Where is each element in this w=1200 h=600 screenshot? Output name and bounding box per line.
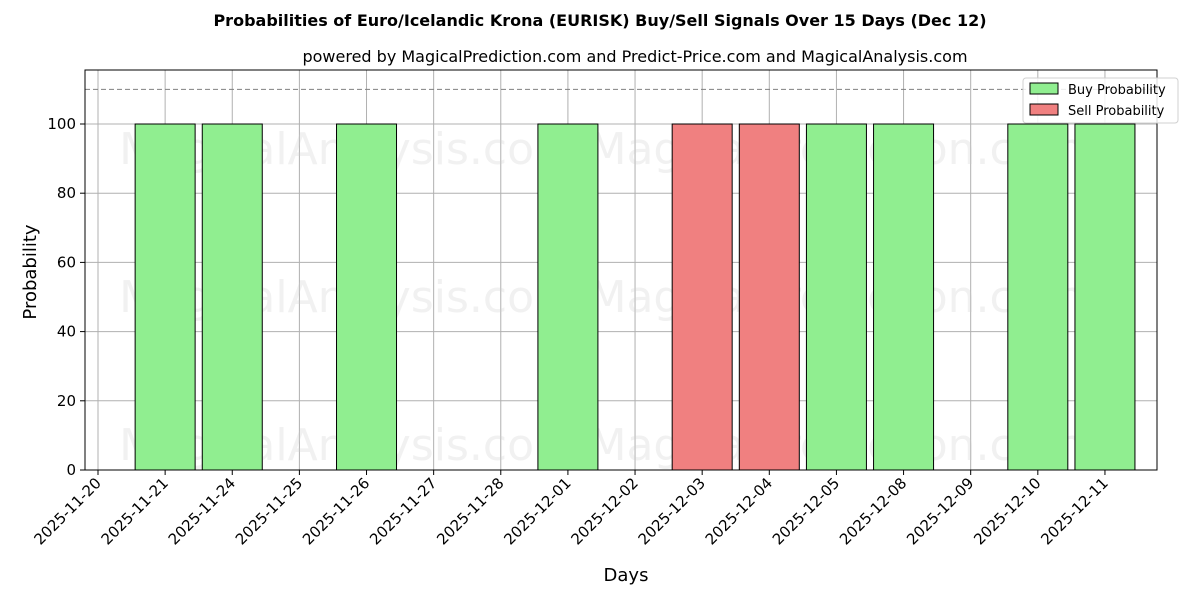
x-tick-label: 2025-11-20 bbox=[30, 474, 104, 548]
buy-bar bbox=[537, 123, 599, 471]
y-tick-label: 0 bbox=[66, 461, 76, 479]
legend-label-buy: Buy Probability bbox=[1068, 83, 1166, 98]
chart-title: Probabilities of Euro/Icelandic Krona (E… bbox=[213, 11, 986, 30]
y-axis-label: Probability bbox=[20, 224, 41, 319]
legend-swatch-sell bbox=[1029, 103, 1059, 116]
y-tick-label: 40 bbox=[57, 323, 76, 341]
bars bbox=[134, 123, 1136, 471]
x-tick-label: 2025-12-04 bbox=[702, 474, 776, 548]
plot-frame bbox=[84, 69, 1158, 471]
x-tick-label: 2025-12-01 bbox=[500, 474, 574, 548]
y-axis: 0 20 40 60 80 100 bbox=[47, 115, 85, 479]
y-tick-label: 80 bbox=[57, 184, 76, 202]
buy-bar bbox=[1007, 123, 1069, 471]
y-tick-label: 100 bbox=[47, 115, 76, 133]
x-tick-label: 2025-12-08 bbox=[836, 474, 910, 548]
x-tick-label: 2025-12-03 bbox=[635, 474, 709, 548]
buy-bar bbox=[805, 123, 867, 471]
x-tick-label: 2025-11-28 bbox=[433, 474, 507, 548]
x-tick-label: 2025-12-05 bbox=[769, 474, 843, 548]
x-tick-label: 2025-12-02 bbox=[567, 474, 641, 548]
legend-label-sell: Sell Probability bbox=[1068, 104, 1165, 119]
x-tick-label: 2025-11-27 bbox=[366, 474, 440, 548]
x-tick-label: 2025-11-24 bbox=[165, 474, 239, 548]
watermarks: MagicalAnalysis.comMagicalPrediction.com… bbox=[119, 124, 1083, 471]
buy-bar bbox=[1074, 123, 1136, 471]
chart-subtitle: powered by MagicalPrediction.com and Pre… bbox=[302, 47, 967, 66]
legend: Buy Probability Sell Probability bbox=[1022, 77, 1179, 124]
x-tick-label: 2025-11-25 bbox=[232, 474, 306, 548]
x-tick-label: 2025-12-10 bbox=[970, 474, 1044, 548]
sell-bar bbox=[671, 123, 733, 471]
buy-bar bbox=[201, 123, 263, 471]
x-tick-label: 2025-12-11 bbox=[1037, 474, 1111, 548]
buy-bar bbox=[134, 123, 196, 471]
x-tick-label: 2025-12-09 bbox=[903, 474, 977, 548]
x-tick-label: 2025-11-21 bbox=[98, 474, 172, 548]
x-axis-label: Days bbox=[604, 565, 649, 586]
buy-bar bbox=[336, 123, 398, 471]
sell-bar bbox=[738, 123, 800, 471]
legend-box bbox=[1022, 77, 1179, 124]
x-tick-label: 2025-11-26 bbox=[299, 474, 373, 548]
legend-swatch-buy bbox=[1029, 82, 1059, 95]
y-tick-label: 60 bbox=[57, 253, 76, 271]
buy-bar bbox=[873, 123, 935, 471]
y-tick-label: 20 bbox=[57, 392, 76, 410]
x-axis: 2025-11-202025-11-212025-11-242025-11-25… bbox=[30, 470, 1112, 548]
